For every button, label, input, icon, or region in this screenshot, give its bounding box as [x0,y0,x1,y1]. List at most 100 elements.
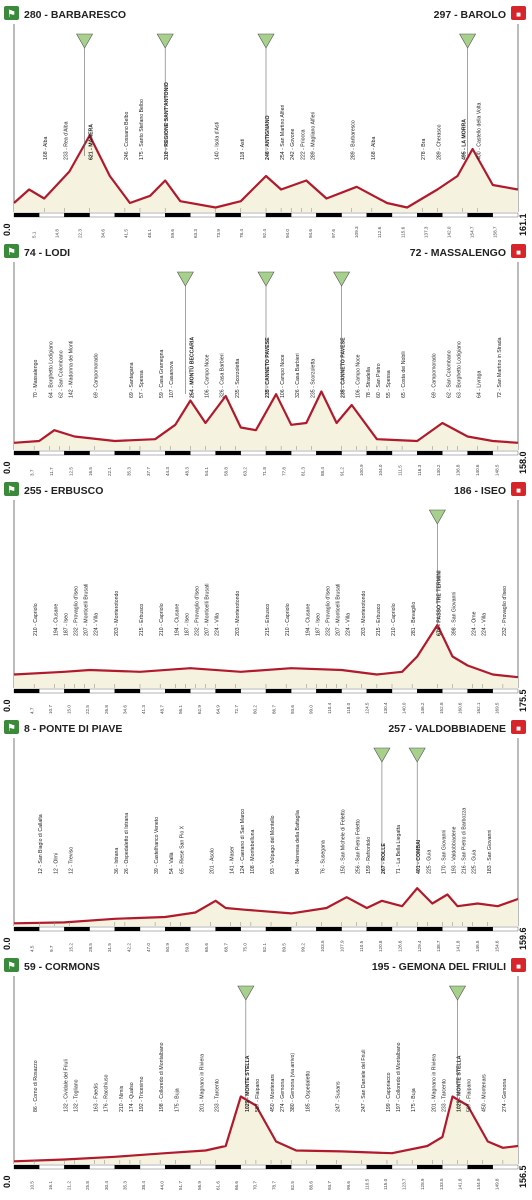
stage-panel-1: ⚑ 280 - BARBARESCO ■ 297 - BAROLO 168 - Alba… [2,6,528,238]
km-tick-label: 116.3 [417,464,422,476]
place-label-23: 175 - Buja [411,1088,417,1112]
ruler-segment [366,1164,393,1170]
place-label-9: 246 - ANTIGNANO [265,116,271,160]
start-badge-icon [4,6,19,20]
ruler-segment [240,688,267,694]
km-tick-label: 64.9 [215,705,220,714]
ruler-segment [190,450,216,456]
start-label: 8 - PONTE DI PIAVE [24,723,122,735]
place-label-18: 235 - CANNETO PAVESE [341,337,347,398]
finish-flag-icon: ■ [516,486,521,495]
km-tick-label: 130.4 [383,702,388,714]
km-tick-label: 31.5 [107,943,112,952]
finish-label: 186 - ISEO [454,485,506,497]
km-tick-label: 42.2 [126,943,131,952]
place-label-8: 215 - Erbusco [139,604,145,636]
place-label-5: 175 - Santo Stefano Belbo [139,99,145,160]
ruler-segment [291,688,317,694]
km-tick-label: 88.6 [309,1181,314,1190]
ruler-segment [89,212,115,218]
km-tick-label: 80.2 [253,705,258,714]
km-tick-label: 48.7 [160,705,165,714]
km-tick-label: 93.7 [327,1181,332,1190]
ruler-segment [265,212,292,218]
finish-badge-icon [511,244,526,258]
km-tick-label: 154.6 [494,940,499,952]
ruler-segment [64,212,90,218]
place-label-13: 235 - Scorzoletta [235,359,241,398]
place-label-12: 222 - Priocca [300,129,306,160]
place-label-24: 193 - Valdobbiadene [451,826,457,874]
profile-area [14,1096,518,1164]
place-label-5: 26 - Ospedaletto di Istrana [124,813,130,874]
ruler-segment [114,450,141,456]
km-tick-label: 162.1 [476,702,481,714]
place-label-25: 210 - Capriolo [391,603,397,636]
place-label-22: 55 - Spessa [386,370,392,398]
km-tick-label: 133.5 [439,1178,444,1190]
place-label-24: 201 - Magnano in Riviera [431,1054,437,1112]
ruler-segment [417,1164,443,1170]
km-tick-label: 16.1 [48,1181,53,1190]
place-label-12: 232 - Provaglio d'Iseo [194,586,200,636]
ruler-segment [442,688,468,694]
ruler-segment [190,212,216,218]
km-tick-label: 144.9 [476,1178,481,1190]
place-label-17: 235 - Scorzoletta [310,359,316,398]
place-label-20: 71 - La Bella Liegatta [396,825,402,874]
start-badge-icon [4,482,19,496]
ruler-segment [341,450,367,456]
km-tick-label: 136.8 [456,464,461,476]
km-tick-label: 94.6 [308,229,313,238]
km-tick-label: 99.0 [309,705,314,714]
km-start-label: 0.0 [2,699,12,712]
profile-line [13,134,519,209]
finish-badge-icon [511,6,526,20]
km-tick-label: 88.4 [320,467,325,476]
km-tick-label: 146.5 [475,940,480,952]
place-label-10: 254 - MONTÙ BECCARIA [188,337,195,398]
km-tick-label: 137.3 [423,226,428,238]
ruler-segment [265,450,292,456]
ruler-segment [442,926,468,932]
ruler-segment [442,212,468,218]
place-label-2: 233 - Rea d'Alba [63,121,69,160]
ruler-segment [291,212,317,218]
finish-label: 257 - VALDOBBIADENE [388,723,506,735]
start-flag-icon: ⚑ [7,485,16,496]
place-label-25: 62 - San Colombano [446,350,452,398]
place-label-7: 57 - Spessa [139,370,145,398]
ruler-segment [165,1164,191,1170]
finish-label: 72 - MASSALENGO [410,247,506,259]
place-label-6: 224 - Villa [94,613,100,636]
km-tick-label: 41.3 [141,705,146,714]
km-tick-label: 97.6 [331,229,336,238]
ruler-segment [64,926,90,932]
ruler-segment [391,212,418,218]
profile-line [13,390,519,444]
ruler-segment [442,450,468,456]
place-label-23: 65 - Costa dei Nobili [401,351,407,398]
stage-panel-5: ⚑ 59 - CORMONS ■ 195 - GEMONA DEL FRIULI 86 … [2,958,528,1190]
start-flag-icon: ⚑ [7,9,16,20]
gpm-climb-icon [176,271,194,287]
ruler-segment [492,212,519,218]
place-label-12: 326 - Casa Barbieri [220,353,226,398]
place-label-22: 224 - Villa [346,613,352,636]
place-label-8: 59 - Casa Gramegna [159,349,165,398]
km-tick-label: 5.1 [32,231,37,238]
place-label-26: 225 - Guia [472,850,478,874]
km-tick-label: 35.3 [122,1181,127,1190]
km-tick-label: 68.7 [223,943,228,952]
km-start-label: 0.0 [2,937,12,950]
km-tick-label: 130.2 [436,464,441,476]
place-label-8: 65 - Riese San Pio X [179,825,185,874]
place-label-18: 185 - Ospedaletto [305,1071,311,1112]
place-label-5: 69 - Campomorado [94,353,100,398]
km-tick-label: 58.8 [223,467,228,476]
km-tick-label: 169.5 [495,702,500,714]
place-label-11: 124 - Caerano di San Marco [240,809,246,874]
ruler-segment [240,212,267,218]
km-tick-label: 149.8 [495,1178,500,1190]
